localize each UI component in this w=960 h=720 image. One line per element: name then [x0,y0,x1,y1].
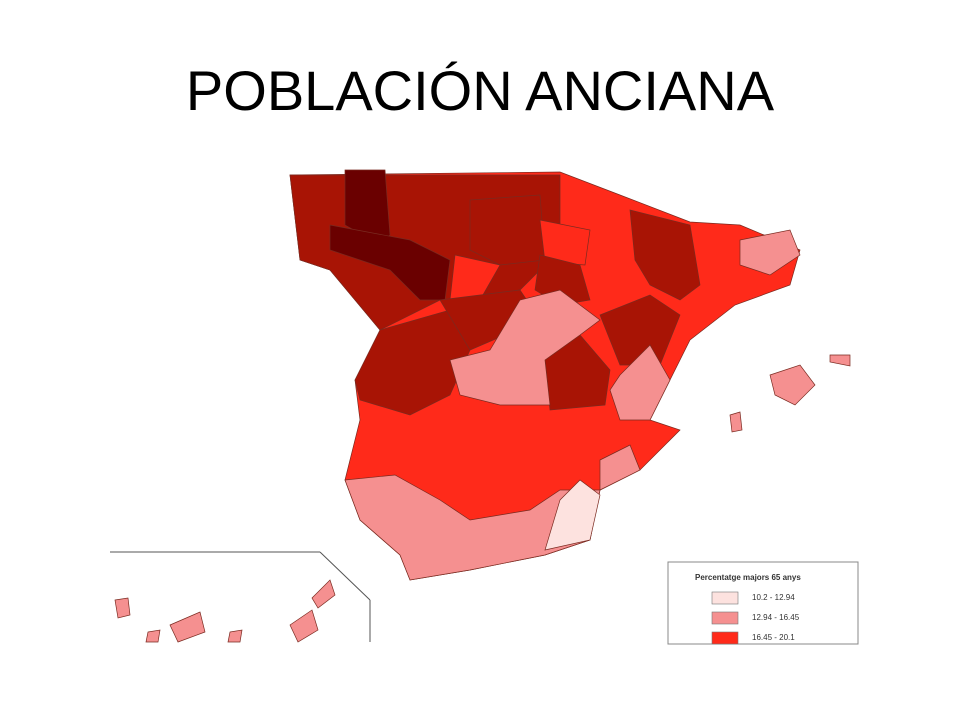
legend-swatch [711,631,739,645]
region [599,294,681,366]
legend-title: Percentatge majors 65 anys [695,573,801,582]
inset-border [319,551,371,601]
balearic-islands [729,354,851,433]
region [629,209,701,301]
island [829,354,851,367]
slide-title: POBLACIÓN ANCIANA [185,59,775,122]
mainland [289,169,801,581]
region [449,289,601,406]
legend-label: 10.2 - 12.94 [752,593,795,602]
island [769,364,816,406]
region [609,344,671,421]
legend-box [667,561,859,645]
region [599,444,641,491]
island [729,411,743,433]
island [227,629,243,643]
island [311,579,336,609]
island [145,629,161,643]
island [169,611,206,643]
island [289,609,319,643]
legend-swatch [711,611,739,625]
legend-label: 12.94 - 16.45 [752,613,800,622]
region [739,229,801,276]
legend-label: 16.45 - 20.1 [752,633,795,642]
legend: Percentatge majors 65 anys 10.2 - 12.94 1… [667,561,859,645]
canary-inset [110,551,371,643]
island [114,597,131,619]
region [329,224,451,301]
region [469,194,546,266]
region [539,219,591,266]
legend-swatch [711,591,739,605]
region [544,479,601,551]
